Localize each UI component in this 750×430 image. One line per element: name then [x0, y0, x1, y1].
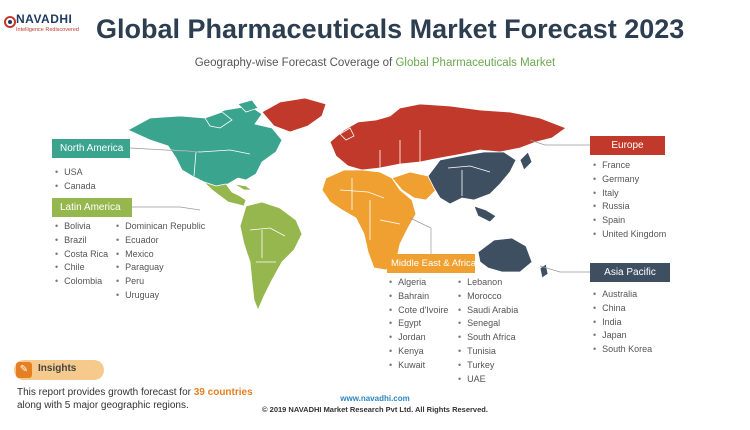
- insights-text-suffix: along with 5 major geographic regions.: [17, 400, 189, 411]
- subtitle-prefix: Geography-wise Forecast Coverage of: [194, 57, 396, 69]
- list-item: Tunisia: [458, 345, 518, 359]
- latin-america-country-list-2: Dominican Republic Ecuador Mexico Paragu…: [116, 220, 205, 303]
- list-item: Egypt: [389, 317, 448, 331]
- map-region-europe: [261, 97, 567, 171]
- list-item: Mexico: [116, 248, 205, 262]
- list-item: Dominican Republic: [116, 220, 205, 234]
- list-item: Uruguay: [116, 289, 205, 303]
- list-item: Canada: [55, 180, 96, 194]
- latin-america-country-list-1: Bolivia Brazil Costa Rica Chile Colombia: [55, 220, 108, 289]
- list-item: Costa Rica: [55, 248, 108, 262]
- list-item: Italy: [593, 187, 666, 201]
- list-item: Peru: [116, 275, 205, 289]
- subtitle-highlight: Global Pharmaceuticals Market: [395, 57, 556, 69]
- list-item: South Africa: [458, 331, 518, 345]
- north-america-country-list: USA Canada: [55, 166, 96, 194]
- map-connectors: [129, 139, 590, 273]
- list-item: Japan: [593, 329, 652, 343]
- list-item: Brazil: [55, 234, 108, 248]
- list-item: China: [593, 302, 652, 316]
- list-item: France: [593, 159, 666, 173]
- insights-badge: ✎ Insights: [14, 360, 104, 380]
- list-item: Cote d'Ivoire: [389, 304, 448, 318]
- region-label-europe: Europe: [590, 136, 665, 155]
- insights-count: 39: [193, 387, 205, 398]
- list-item: Germany: [593, 173, 666, 187]
- logo-mark-icon: [4, 16, 16, 28]
- list-item: Australia: [593, 288, 652, 302]
- region-label-north-america: North America: [52, 139, 130, 158]
- brand-name: NAVADHI: [16, 12, 73, 26]
- list-item: Ecuador: [116, 234, 205, 248]
- region-label-asia-pacific: Asia Pacific: [590, 263, 670, 282]
- list-item: Colombia: [55, 275, 108, 289]
- list-item: Turkey: [458, 359, 518, 373]
- list-item: Senegal: [458, 317, 518, 331]
- footer-copyright: © 2019 NAVADHI Market Research Pvt Ltd. …: [262, 405, 488, 414]
- map-region-middle-east-africa: [321, 169, 437, 271]
- page-subtitle: Geography-wise Forecast Coverage of Glob…: [0, 57, 750, 69]
- list-item: South Korea: [593, 343, 652, 357]
- list-item: United Kingdom: [593, 228, 666, 242]
- list-item: UAE: [458, 373, 518, 387]
- list-item: Lebanon: [458, 276, 518, 290]
- insights-pencil-icon: ✎: [16, 362, 32, 378]
- list-item: Spain: [593, 214, 666, 228]
- insights-bold-word: countries: [207, 387, 253, 398]
- mea-country-list-2: Lebanon Morocco Saudi Arabia Senegal Sou…: [458, 276, 518, 386]
- mea-country-list-1: Algeria Bahrain Cote d'Ivoire Egypt Jord…: [389, 276, 448, 373]
- list-item: Bolivia: [55, 220, 108, 234]
- list-item: USA: [55, 166, 96, 180]
- list-item: Bahrain: [389, 290, 448, 304]
- list-item: Paraguay: [116, 261, 205, 275]
- insights-title: Insights: [38, 363, 77, 374]
- map-region-asia-pacific: [427, 151, 549, 279]
- brand-tagline: Intelligence Rediscovered: [16, 27, 79, 33]
- region-label-middle-east-africa: Middle East & Africa: [387, 254, 476, 273]
- list-item: Saudi Arabia: [458, 304, 518, 318]
- europe-country-list: France Germany Italy Russia Spain United…: [593, 159, 666, 242]
- list-item: Russia: [593, 200, 666, 214]
- page-title: Global Pharmaceuticals Market Forecast 2…: [96, 14, 685, 44]
- footer-website-link[interactable]: www.navadhi.com: [340, 394, 410, 403]
- map-region-north-america: [127, 99, 283, 187]
- list-item: Chile: [55, 261, 108, 275]
- map-region-latin-america: [203, 181, 303, 312]
- list-item: Jordan: [389, 331, 448, 345]
- asia-pacific-country-list: Australia China India Japan South Korea: [593, 288, 652, 357]
- brand-logo: NAVADHI Intelligence Rediscovered: [4, 12, 94, 42]
- list-item: India: [593, 316, 652, 330]
- insights-text: This report provides growth forecast for…: [17, 386, 257, 412]
- list-item: Kuwait: [389, 359, 448, 373]
- region-label-latin-america: Latin America: [52, 198, 132, 217]
- list-item: Kenya: [389, 345, 448, 359]
- insights-text-prefix: This report provides growth forecast for: [17, 387, 194, 398]
- list-item: Morocco: [458, 290, 518, 304]
- list-item: Algeria: [389, 276, 448, 290]
